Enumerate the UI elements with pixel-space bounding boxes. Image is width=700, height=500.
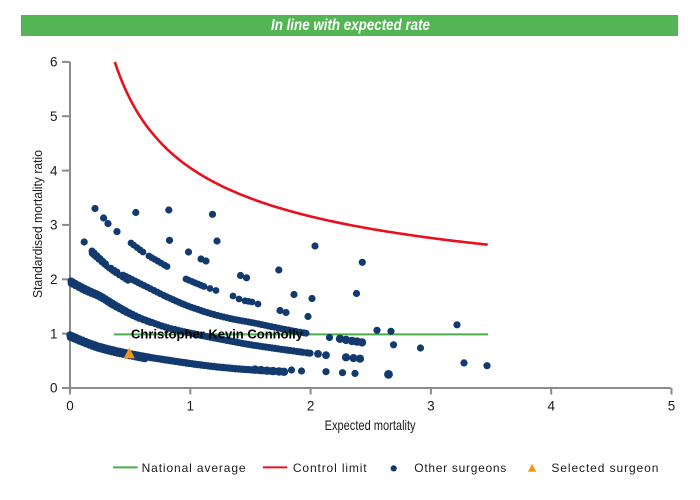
svg-text:3: 3 [50, 218, 58, 233]
svg-text:National average: National average [142, 461, 246, 475]
svg-text:2: 2 [50, 272, 58, 287]
svg-text:1: 1 [50, 326, 58, 341]
svg-text:4: 4 [547, 399, 555, 414]
svg-text:Control limit: Control limit [293, 461, 367, 475]
svg-text:Christopher Kevin Connolly: Christopher Kevin Connolly [131, 328, 303, 342]
svg-text:3: 3 [427, 399, 435, 414]
svg-text:0: 0 [66, 399, 74, 414]
svg-text:4: 4 [50, 163, 58, 178]
svg-text:Standardised mortality ratio: Standardised mortality ratio [30, 150, 45, 298]
svg-text:Expected mortality: Expected mortality [325, 418, 416, 433]
svg-text:6: 6 [50, 55, 58, 70]
svg-text:0: 0 [50, 381, 58, 396]
svg-text:Selected surgeon: Selected surgeon [551, 461, 658, 475]
svg-text:In line with expected rate: In line with expected rate [271, 17, 430, 34]
svg-text:1: 1 [187, 399, 195, 414]
svg-text:2: 2 [307, 399, 315, 414]
svg-text:5: 5 [668, 399, 676, 414]
svg-text:Other surgeons: Other surgeons [414, 461, 506, 475]
svg-text:5: 5 [50, 109, 58, 124]
